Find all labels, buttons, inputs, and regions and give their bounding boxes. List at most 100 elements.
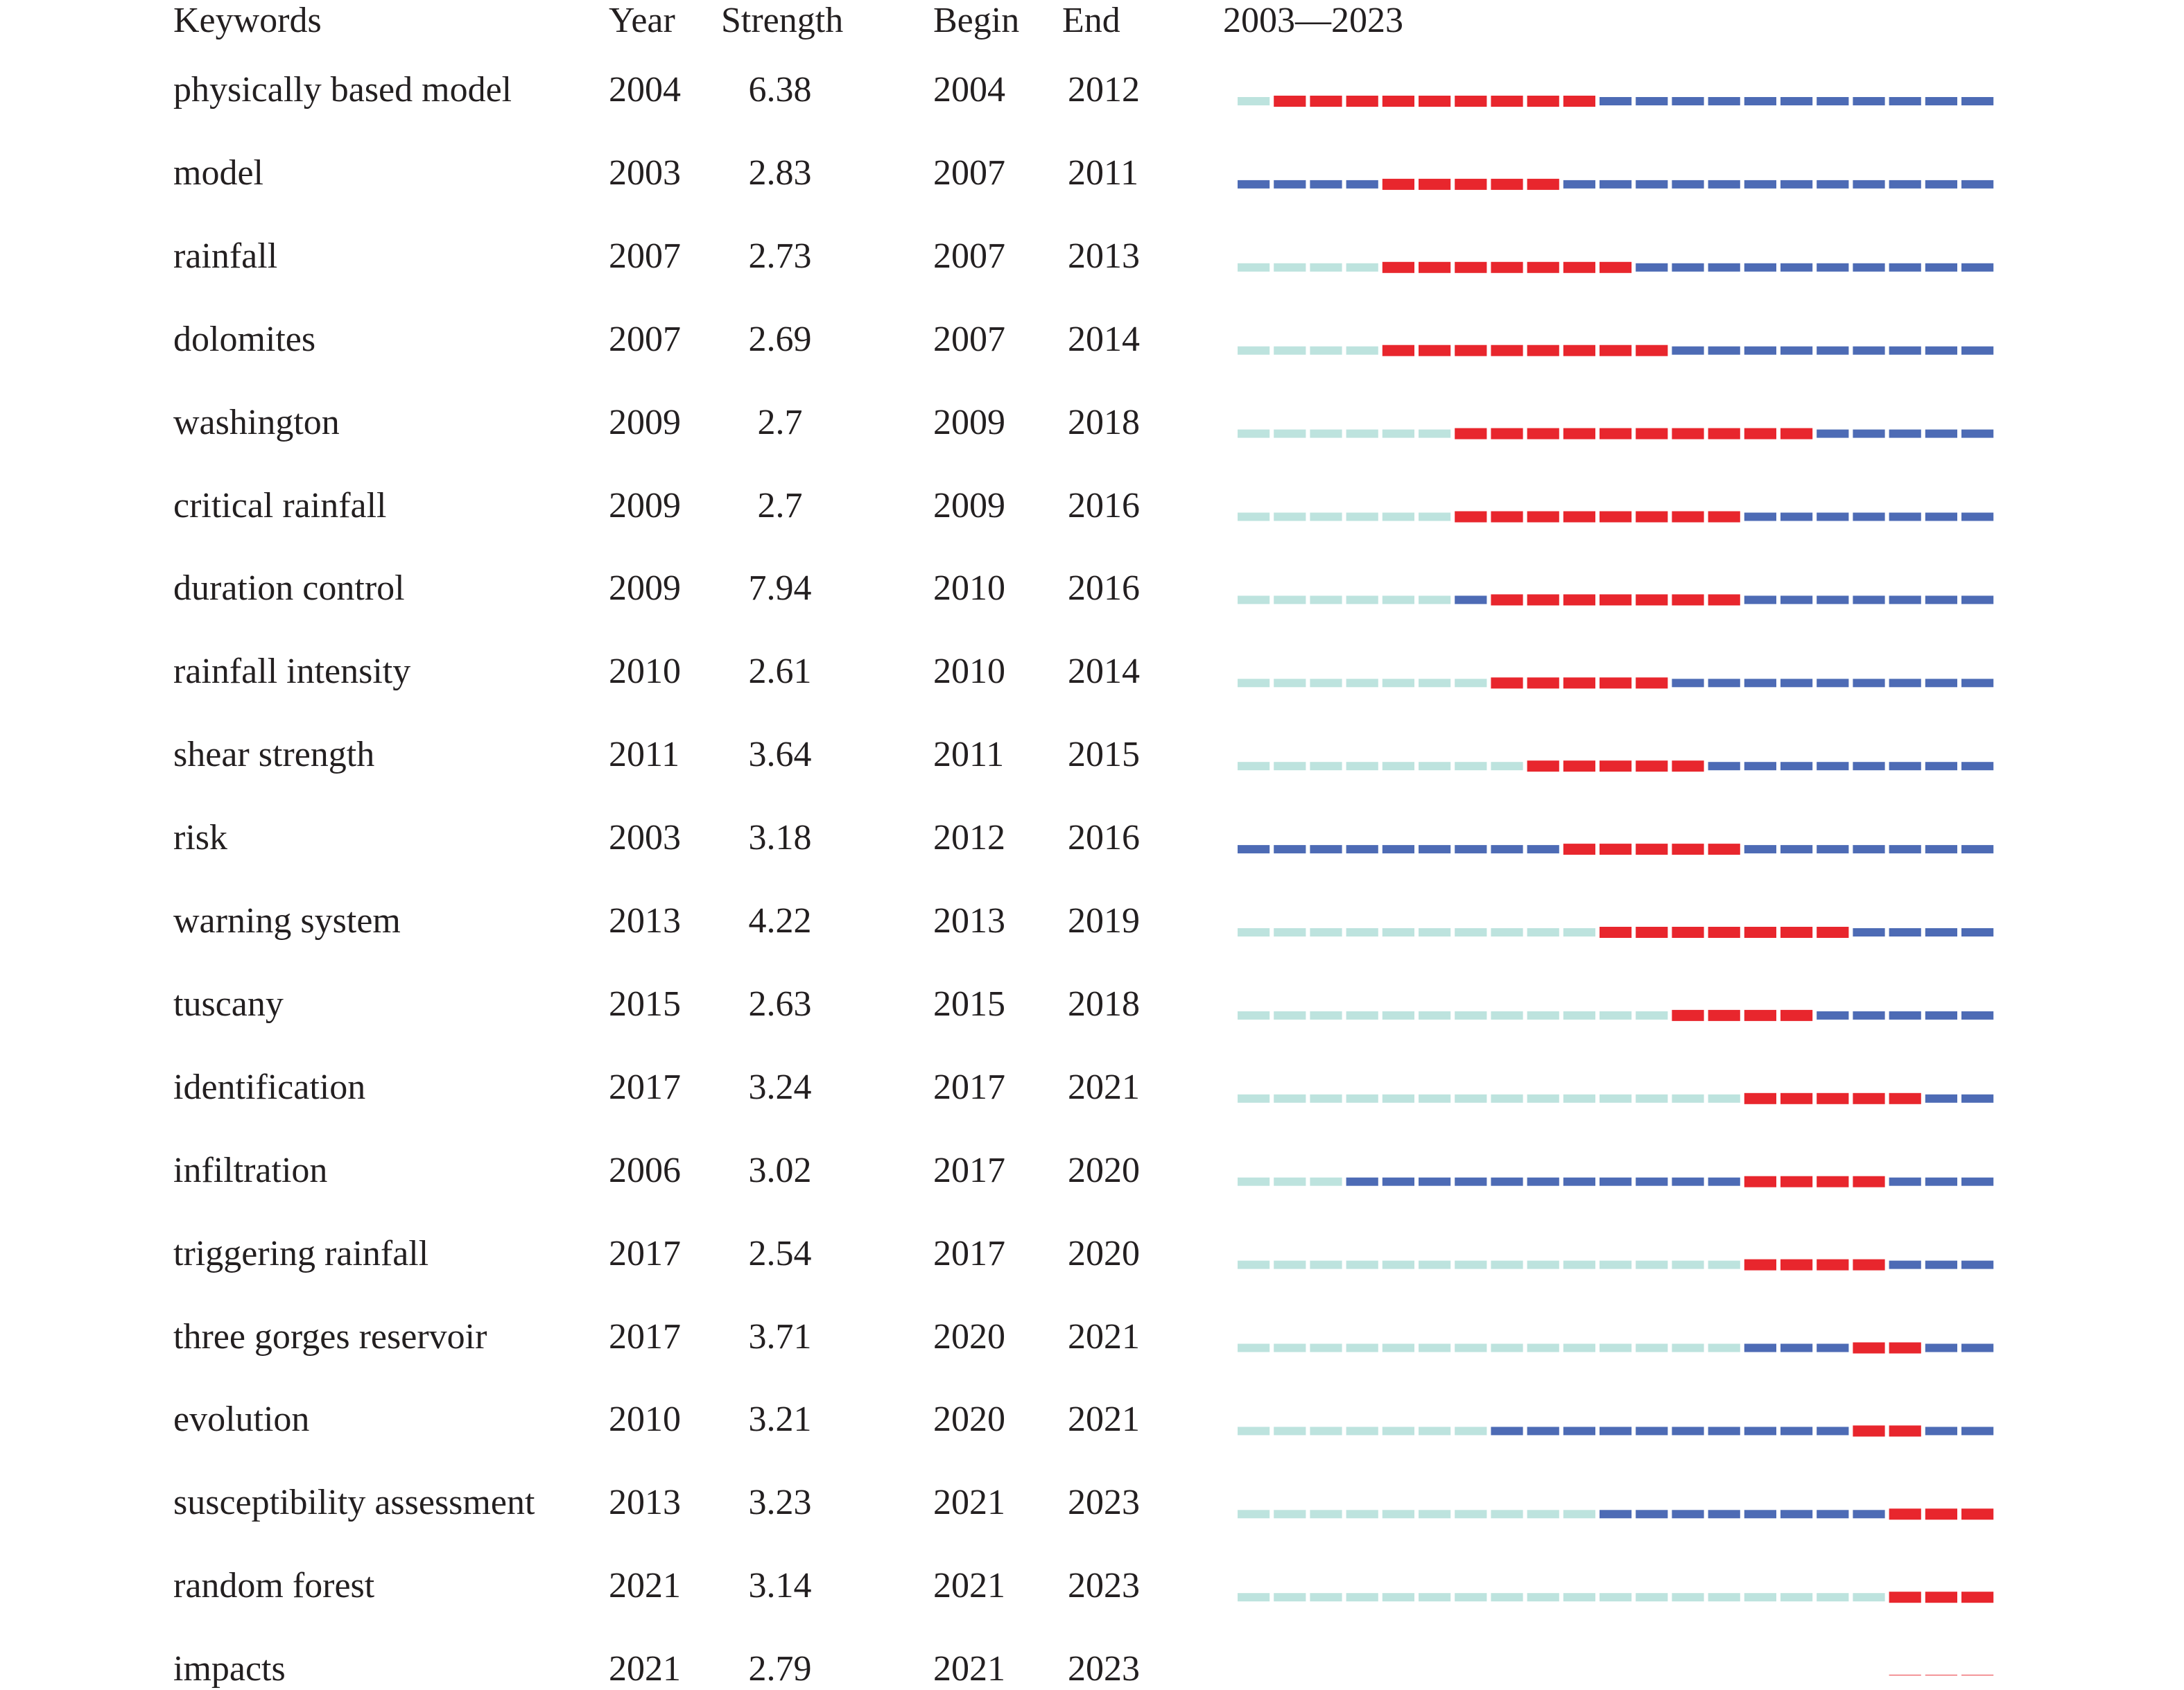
timeline-segment-active	[1600, 180, 1632, 189]
timeline-segment-active	[1961, 346, 1994, 355]
begin-cell: 2012	[933, 818, 1005, 858]
timeline-segment-inactive	[1274, 762, 1306, 771]
begin-cell: 2021	[933, 1483, 1005, 1523]
timeline-segment-inactive	[1274, 1593, 1306, 1602]
burst-segment	[1455, 428, 1487, 439]
keyword-cell: warning system	[173, 901, 401, 941]
timeline-segment-inactive	[1310, 928, 1342, 937]
timeline-segment-inactive	[1600, 1094, 1632, 1103]
timeline-segment-active	[1238, 845, 1270, 854]
timeline-segment-active	[1636, 1177, 1668, 1186]
begin-cell: 2004	[933, 70, 1005, 110]
end-cell: 2021	[1068, 1316, 1140, 1357]
burst-segment	[1491, 345, 1523, 356]
timeline-segment-active	[1527, 1427, 1559, 1436]
timeline-segment-inactive	[1563, 1094, 1595, 1103]
timeline-segment-inactive	[1419, 679, 1451, 688]
timeline-segment-inactive	[1238, 1343, 1270, 1352]
timeline-segment-active	[1925, 1177, 1957, 1186]
timeline-segment-active	[1346, 180, 1378, 189]
timeline-segment-inactive	[1310, 1011, 1342, 1020]
burst-segment	[1853, 1259, 1885, 1271]
timeline-segment-active	[1780, 595, 1813, 604]
strength-cell: 3.64	[748, 735, 812, 775]
year-cell: 2009	[609, 485, 681, 525]
timeline-segment-inactive	[1274, 429, 1306, 438]
year-cell: 2009	[609, 402, 681, 442]
keyword-cell: critical rainfall	[173, 485, 387, 525]
burst-segment	[1708, 927, 1740, 938]
year-cell: 2013	[609, 1483, 681, 1523]
timeline-segment-active	[1889, 429, 1921, 438]
timeline-segment-active	[1925, 429, 1957, 438]
keyword-cell: tuscany	[173, 984, 284, 1024]
timeline-segment-inactive	[1636, 1011, 1668, 1020]
begin-cell: 2021	[933, 1566, 1005, 1606]
timeline-segment-active	[1925, 1343, 1957, 1352]
timeline-segment-active	[1853, 429, 1885, 438]
burst-segment	[1925, 1592, 1957, 1603]
timeline-segment-active	[1925, 1260, 1957, 1269]
timeline-segment-active	[1961, 429, 1994, 438]
timeline-segment-active	[1961, 928, 1994, 937]
end-cell: 2014	[1068, 319, 1140, 359]
timeline-segment-inactive	[1346, 1510, 1378, 1519]
burst-segment	[1491, 96, 1523, 107]
strength-cell: 3.24	[748, 1067, 812, 1107]
timeline-segment-inactive	[1346, 928, 1378, 937]
timeline-segment-active	[1817, 762, 1849, 771]
timeline-segment-active	[1889, 346, 1921, 355]
timeline-segment-inactive	[1346, 679, 1378, 688]
timeline-segment-inactive	[1563, 1260, 1595, 1269]
timeline-segment-active	[1817, 429, 1849, 438]
timeline-segment-active	[1636, 1427, 1668, 1436]
burst-segment	[1563, 844, 1595, 855]
timeline-segment-inactive	[1346, 762, 1378, 771]
timeline-segment-inactive	[1382, 1593, 1414, 1602]
timeline-segment-active	[1744, 679, 1776, 688]
year-cell: 2013	[609, 901, 681, 941]
timeline-segment-inactive	[1310, 346, 1342, 355]
timeline-segment-active	[1817, 1011, 1849, 1020]
burst-segment	[1889, 1592, 1921, 1603]
timeline-segment-active	[1817, 97, 1849, 105]
year-cell: 2004	[609, 70, 681, 110]
keyword-cell: duration control	[173, 568, 405, 609]
timeline-segment-active	[1491, 1177, 1523, 1186]
burst-segment	[1672, 760, 1704, 772]
year-cell: 2006	[609, 1150, 681, 1190]
timeline-segment-inactive	[1310, 595, 1342, 604]
timeline-segment-active	[1672, 263, 1704, 272]
timeline-segment-active	[1961, 1094, 1994, 1103]
burst-segment	[1491, 677, 1523, 689]
burst-segment	[1961, 1508, 1994, 1520]
burst-segment	[1636, 927, 1668, 938]
timeline-segment-inactive	[1274, 595, 1306, 604]
burst-segment	[1889, 1425, 1921, 1437]
timeline-segment-inactive	[1310, 512, 1342, 521]
timeline-segment-active	[1708, 1427, 1740, 1436]
end-cell: 2011	[1068, 153, 1139, 193]
burst-segment	[1600, 760, 1632, 772]
burst-segment	[1527, 428, 1559, 439]
timeline-segment-active	[1853, 845, 1885, 854]
year-cell: 2010	[609, 652, 681, 692]
burst-segment	[1780, 1092, 1813, 1104]
end-cell: 2013	[1068, 236, 1140, 276]
timeline-segment-inactive	[1310, 1260, 1342, 1269]
burst-segment	[1491, 511, 1523, 523]
burst-segment	[1382, 96, 1414, 107]
end-cell: 2018	[1068, 984, 1140, 1024]
year-cell: 2015	[609, 984, 681, 1024]
strength-cell: 3.14	[748, 1566, 812, 1606]
timeline-segment-inactive	[1274, 346, 1306, 355]
timeline-segment-active	[1925, 1427, 1957, 1436]
burst-segment	[1817, 1092, 1849, 1104]
burst-segment	[1310, 96, 1342, 107]
timeline-segment-active	[1925, 512, 1957, 521]
begin-cell: 2017	[933, 1067, 1005, 1107]
timeline-segment-active	[1961, 97, 1994, 105]
timeline-segment-inactive	[1382, 1510, 1414, 1519]
timeline-segment-active	[1744, 97, 1776, 105]
